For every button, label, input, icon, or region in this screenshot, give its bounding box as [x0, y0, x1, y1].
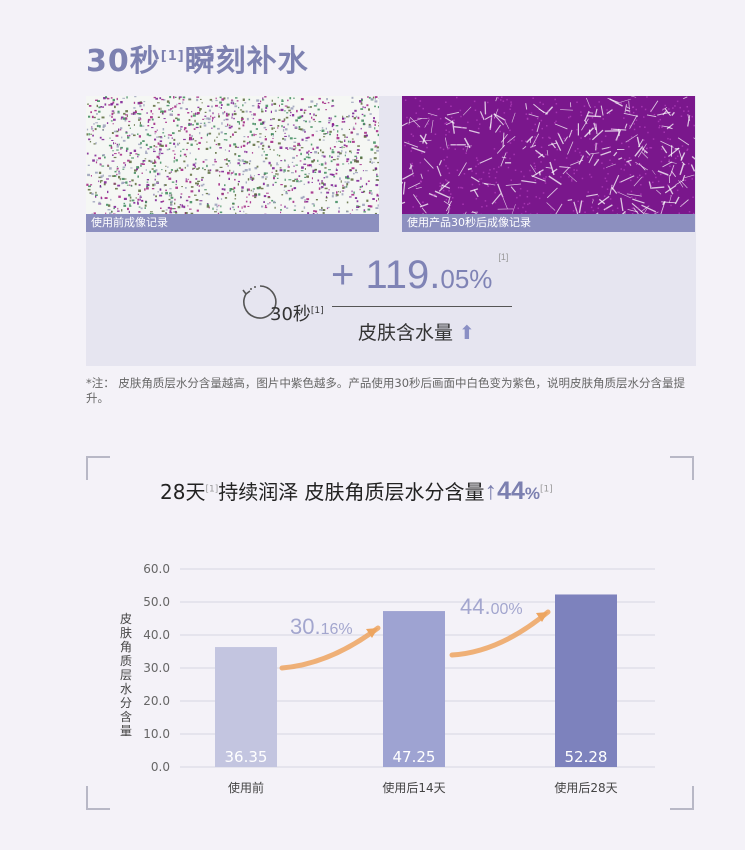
growth-arrow-head	[536, 612, 548, 622]
bar	[383, 611, 445, 767]
bar-value-label: 36.35	[225, 748, 268, 766]
up-arrow-icon: ↑	[484, 477, 498, 505]
y-tick-label: 20.0	[143, 694, 170, 708]
x-tick-label: 使用前	[228, 780, 264, 795]
frame-corner	[86, 786, 110, 810]
imaging-panel: 使用前成像记录 使用产品30秒后成像记录 30秒[1] + 119.05%[1]…	[86, 96, 696, 366]
y-tick-label: 30.0	[143, 661, 170, 675]
frame-corner	[86, 456, 110, 480]
y-tick-label: 60.0	[143, 562, 170, 576]
growth-label: 44.00%	[460, 594, 523, 619]
y-tick-label: 40.0	[143, 628, 170, 642]
x-tick-label: 使用后28天	[554, 780, 617, 795]
metric-label: 皮肤含水量 ⬆	[358, 322, 475, 344]
fraction-line	[332, 306, 512, 307]
frame-corner	[670, 786, 694, 810]
growth-label: 30.16%	[290, 614, 353, 639]
increase-value: + 119.05%[1]	[331, 251, 509, 297]
before-caption: 使用前成像记录	[86, 214, 379, 232]
growth-arrow-head	[366, 628, 378, 638]
before-image	[86, 96, 379, 214]
after-image	[402, 96, 695, 214]
y-axis-label: 皮肤角质层水分含量	[119, 612, 132, 738]
bar	[215, 647, 277, 767]
y-tick-label: 10.0	[143, 727, 170, 741]
timer-icon	[242, 285, 277, 319]
time-label: 30秒[1]	[270, 304, 324, 325]
chart-title: 28天[1]持续润泽 皮肤角质层水分含量↑44%[1]	[160, 477, 553, 505]
y-tick-label: 50.0	[143, 595, 170, 609]
page-title: 30秒[1]瞬刻补水	[86, 44, 309, 79]
y-tick-label: 0.0	[151, 760, 170, 774]
after-caption: 使用产品30秒后成像记录	[402, 214, 695, 232]
bar-value-label: 52.28	[565, 748, 608, 766]
growth-arrow-icon	[279, 625, 381, 671]
bar-value-label: 47.25	[393, 748, 436, 766]
footnote: *注： 皮肤角质层水分含量越高，图片中紫色越多。产品使用30秒后画面中白色变为紫…	[86, 376, 686, 405]
frame-corner	[670, 456, 694, 480]
x-tick-label: 使用后14天	[382, 780, 445, 795]
growth-arrow-icon	[449, 609, 551, 658]
up-arrow-icon: ⬆	[453, 322, 475, 344]
bar	[555, 594, 617, 767]
